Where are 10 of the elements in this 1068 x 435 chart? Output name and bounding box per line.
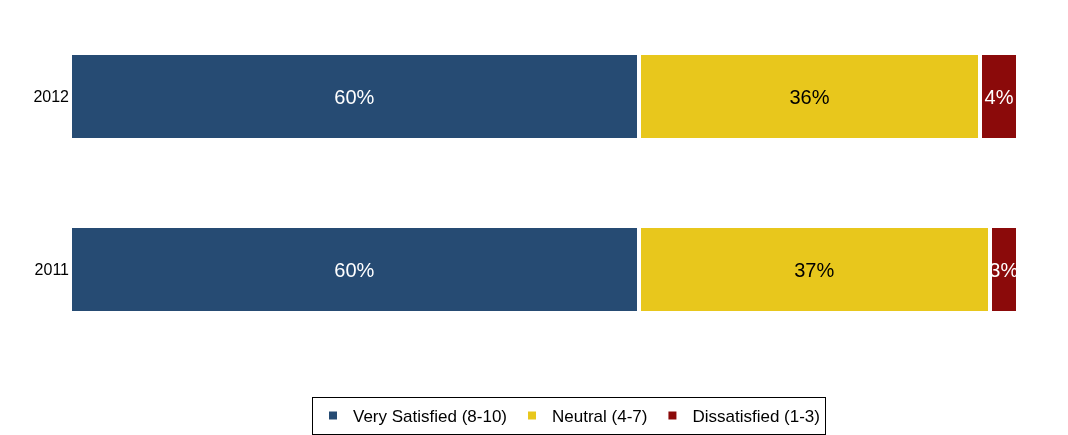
data-label: 60% [334,85,375,108]
data-label: 37% [794,258,835,281]
legend-label: Very Satisfied (8-10) [353,407,508,427]
y-tick-label: 2012 [33,88,70,106]
legend-label: Neutral (4-7) [552,407,648,427]
y-tick-label: 2011 [34,261,70,279]
data-label: 4% [984,85,1014,108]
data-label: 60% [334,258,375,281]
data-label: 36% [789,85,830,108]
legend-label: Dissatisfied (1-3) [692,407,820,427]
